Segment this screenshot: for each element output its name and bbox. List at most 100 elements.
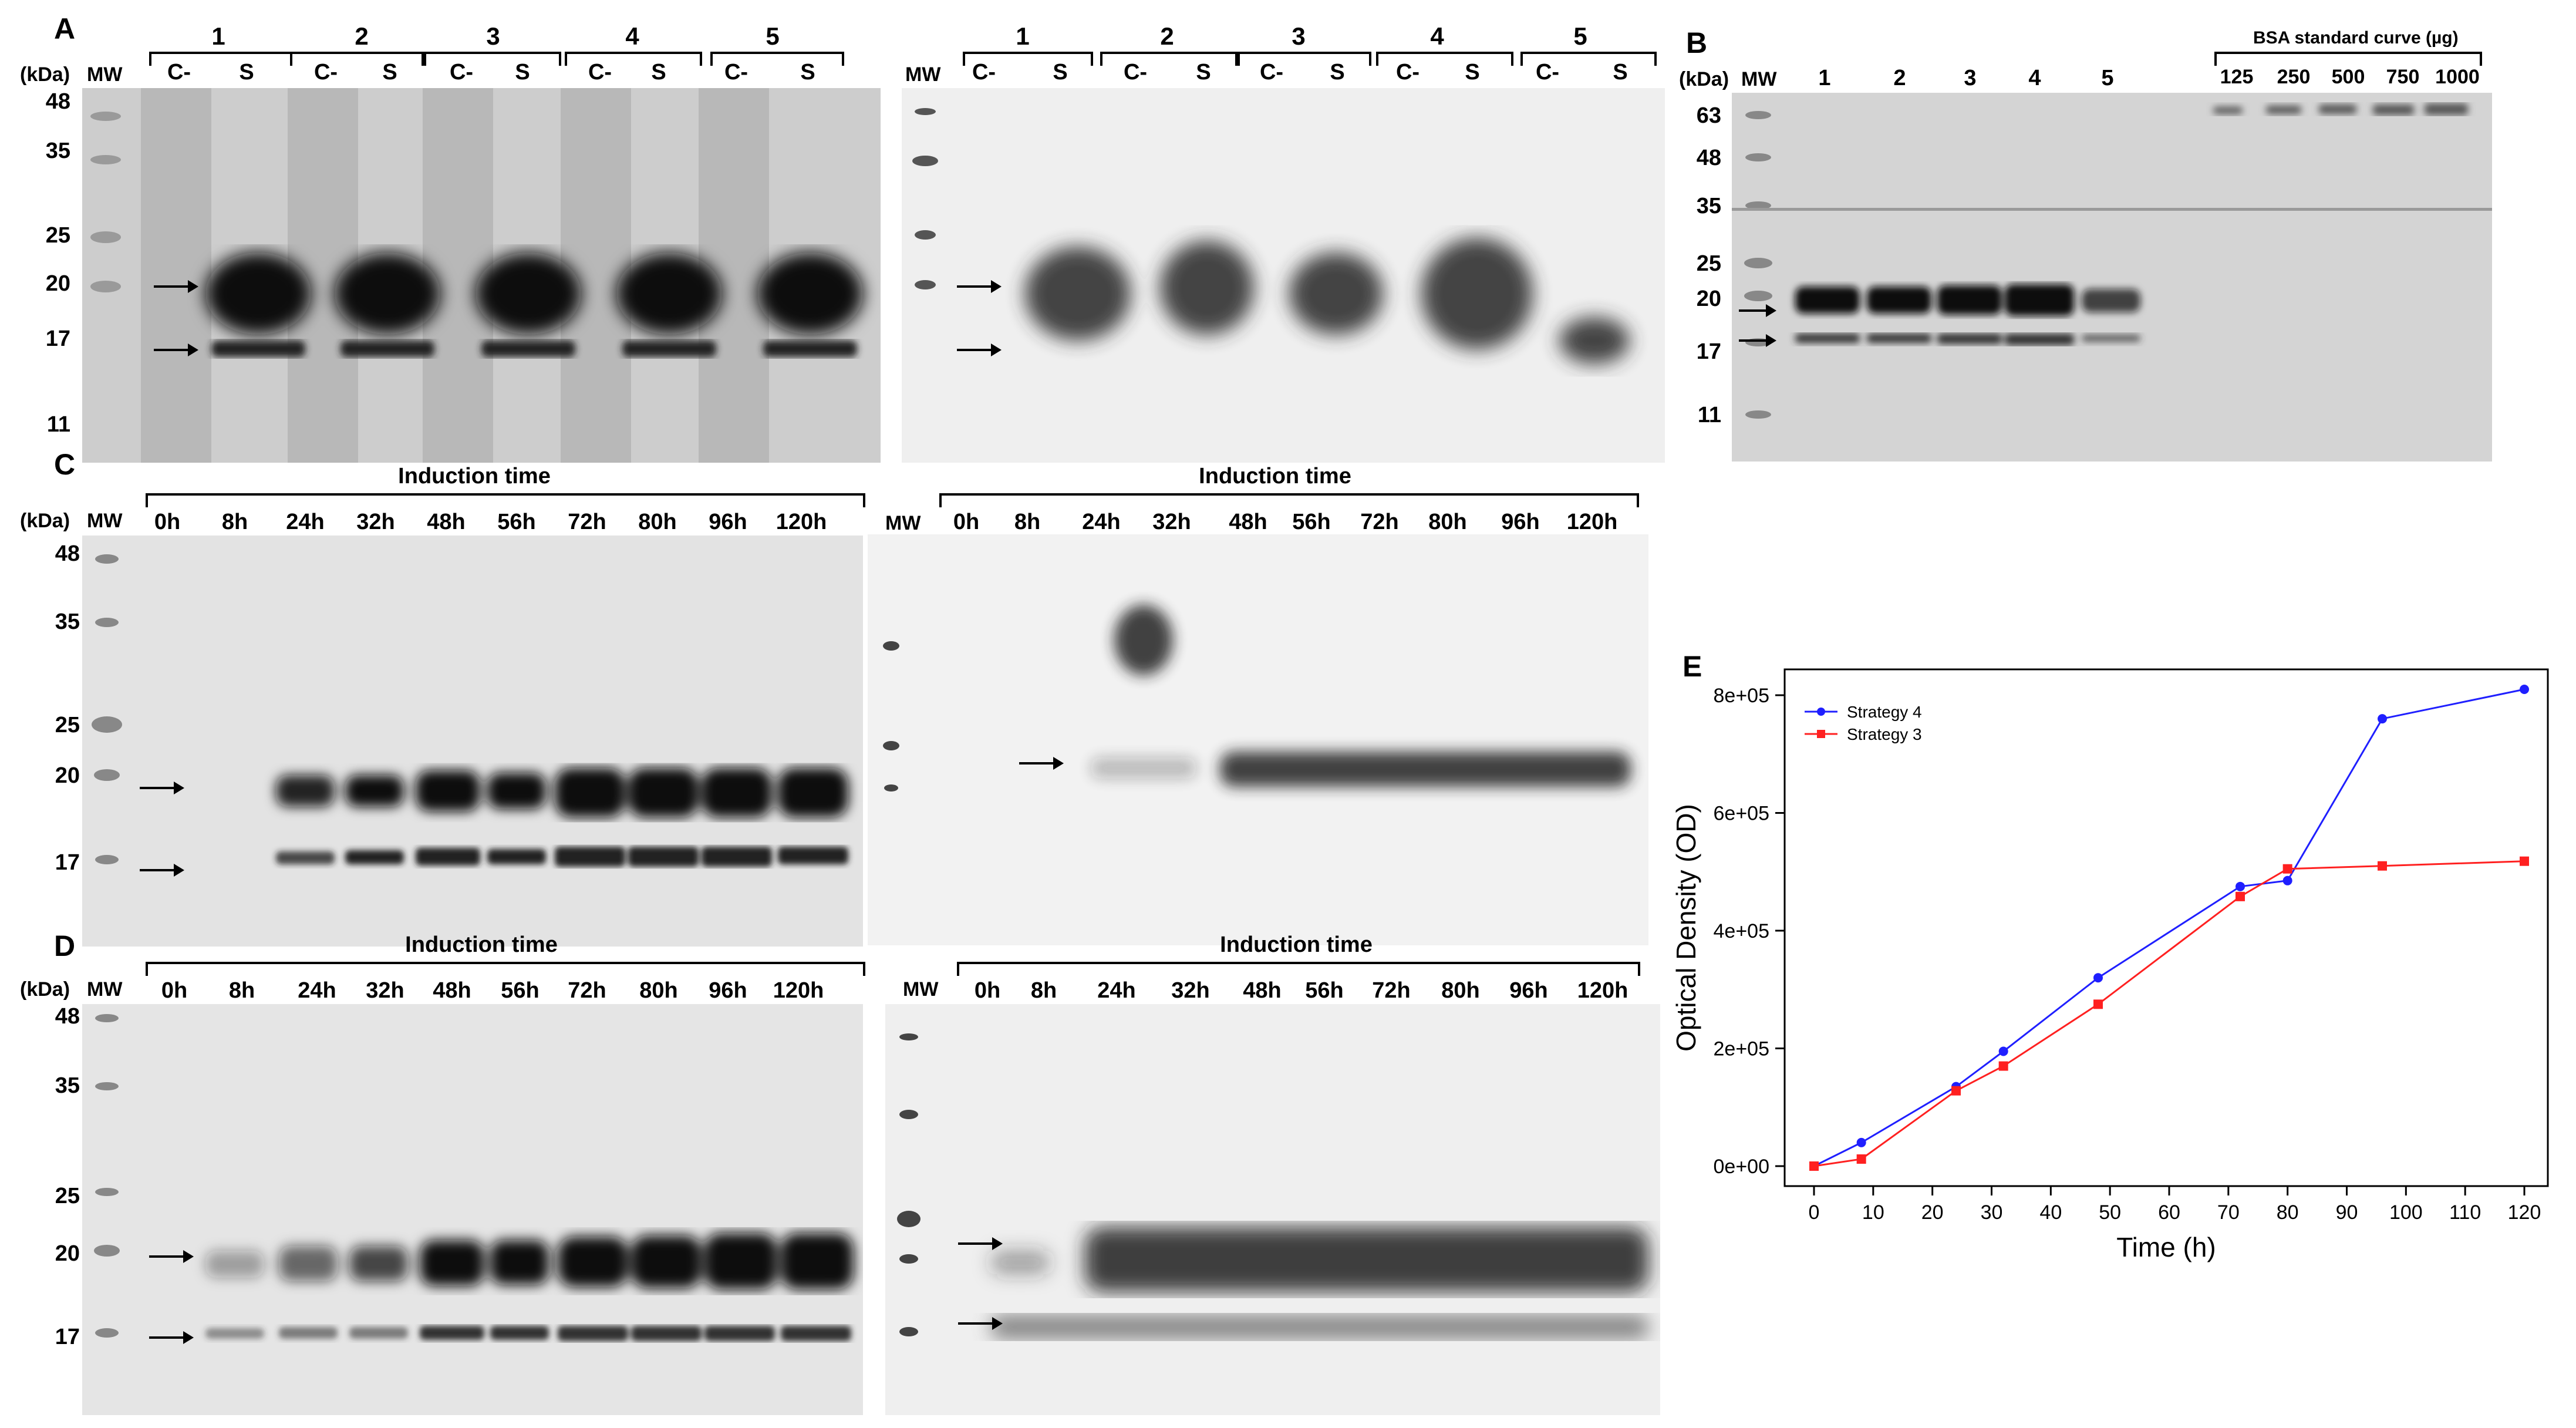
timepoint-72h: 72h bbox=[1360, 510, 1399, 534]
mw-label-a2: MW bbox=[905, 63, 941, 86]
bsa-500: 500 bbox=[2331, 66, 2365, 88]
group-2-label-a2: 2 bbox=[1160, 22, 1174, 50]
timepoint-0h: 0h bbox=[953, 510, 980, 534]
timepoint-8h: 8h bbox=[1030, 978, 1057, 1003]
lane-s-2: S bbox=[382, 60, 397, 85]
arrow-c-17 bbox=[140, 864, 184, 877]
timepoint-8h: 8h bbox=[228, 978, 255, 1003]
x-tick-label: 70 bbox=[2217, 1201, 2240, 1224]
y-tick-label: 2e+05 bbox=[1714, 1038, 1770, 1060]
induction-bracket-d1 bbox=[146, 962, 865, 976]
timepoint-56h: 56h bbox=[1305, 978, 1344, 1003]
lane-s-1-a2: S bbox=[1053, 60, 1068, 85]
induction-bracket-d2 bbox=[957, 962, 1640, 976]
data-point bbox=[1998, 1046, 2008, 1056]
x-tick-label: 0 bbox=[1809, 1201, 1820, 1224]
arrow-d2-17 bbox=[958, 1317, 1003, 1330]
group-5-label-a2: 5 bbox=[1573, 22, 1587, 50]
group-1-label-a1: 1 bbox=[211, 22, 225, 50]
mw-marker-63-b: 63 bbox=[1696, 103, 1721, 128]
y-tick-label: 8e+05 bbox=[1714, 685, 1770, 707]
timepoint-48h: 48h bbox=[433, 978, 471, 1003]
lane-s-4-a2: S bbox=[1465, 60, 1480, 85]
x-tick-label: 80 bbox=[2277, 1201, 2299, 1224]
kda-label-d: (kDa) bbox=[20, 978, 70, 1001]
timepoint-48h: 48h bbox=[427, 510, 466, 534]
lane-c-neg-5: C- bbox=[724, 60, 748, 85]
lane-s-1: S bbox=[239, 60, 254, 85]
mw-marker-17-a: 17 bbox=[45, 326, 70, 351]
arrow-b-17 bbox=[1739, 334, 1776, 347]
arrow-d-20 bbox=[149, 1250, 194, 1263]
bracket-3-a1 bbox=[424, 52, 561, 66]
panel-c-label: C bbox=[54, 448, 76, 481]
timepoint-24h: 24h bbox=[286, 510, 325, 534]
lane-c-neg-1-a2: C- bbox=[972, 60, 996, 85]
lane-c-neg-4: C- bbox=[588, 60, 612, 85]
group-4-label-a2: 4 bbox=[1430, 22, 1444, 50]
bsa-750: 750 bbox=[2386, 66, 2420, 88]
data-point bbox=[2282, 864, 2292, 874]
bsa-250: 250 bbox=[2277, 66, 2311, 88]
mw-marker-35-c: 35 bbox=[55, 609, 80, 634]
timepoint-96h: 96h bbox=[709, 510, 747, 534]
group-4-label-a1: 4 bbox=[625, 22, 639, 50]
timepoint-56h: 56h bbox=[497, 510, 536, 534]
data-point bbox=[2520, 684, 2529, 694]
x-tick-label: 20 bbox=[1921, 1201, 1944, 1224]
legend-marker bbox=[1817, 708, 1825, 716]
mw-marker-20-d: 20 bbox=[55, 1241, 80, 1266]
group-5-label-a1: 5 bbox=[766, 22, 780, 50]
bsa-bracket bbox=[2214, 52, 2482, 66]
x-tick-label: 110 bbox=[2449, 1201, 2481, 1224]
mw-marker-25-d: 25 bbox=[55, 1184, 80, 1208]
group-3-label-a2: 3 bbox=[1292, 22, 1306, 50]
timepoint-120h: 120h bbox=[1566, 510, 1618, 534]
kda-label-a: (kDa) bbox=[20, 63, 70, 86]
data-point bbox=[1856, 1137, 1866, 1147]
timepoint-48h: 48h bbox=[1229, 510, 1267, 534]
x-tick-label: 120 bbox=[2508, 1201, 2541, 1224]
mw-marker-48-d: 48 bbox=[55, 1004, 80, 1029]
bracket-3-a2 bbox=[1238, 52, 1371, 66]
data-point bbox=[1998, 1061, 2008, 1071]
bsa-title: BSA standard curve (µg) bbox=[2253, 28, 2459, 48]
lane-c-neg-3: C- bbox=[449, 60, 474, 85]
timepoint-56h: 56h bbox=[1292, 510, 1331, 534]
timepoint-120h: 120h bbox=[1577, 978, 1628, 1003]
group-1-label-a2: 1 bbox=[1016, 22, 1030, 50]
mw-marker-25-b: 25 bbox=[1696, 251, 1721, 276]
timepoint-96h: 96h bbox=[709, 978, 747, 1003]
mw-label-b: MW bbox=[1741, 68, 1777, 90]
mw-marker-20-a: 20 bbox=[45, 271, 70, 296]
arrow-a2-17 bbox=[957, 343, 1002, 356]
timepoint-8h: 8h bbox=[1014, 510, 1041, 534]
mw-marker-25-a: 25 bbox=[45, 223, 70, 248]
mw-marker-20-b: 20 bbox=[1696, 287, 1721, 311]
timepoint-0h: 0h bbox=[974, 978, 1001, 1003]
mw-marker-20-c: 20 bbox=[55, 763, 80, 788]
gel-c-western bbox=[868, 534, 1648, 945]
data-point bbox=[2093, 973, 2103, 983]
mw-marker-48-a: 48 bbox=[45, 89, 70, 114]
plot-frame bbox=[1783, 668, 2549, 1187]
mw-label-c: MW bbox=[87, 510, 123, 532]
data-point bbox=[1809, 1161, 1819, 1171]
bsa-1000: 1000 bbox=[2435, 66, 2480, 88]
lane-c-neg-5-a2: C- bbox=[1535, 60, 1560, 85]
timepoint-32h: 32h bbox=[366, 978, 404, 1003]
x-tick-label: 10 bbox=[1862, 1201, 1884, 1224]
mw-marker-17-c: 17 bbox=[55, 850, 80, 875]
panel-b-label: B bbox=[1686, 26, 1708, 59]
timepoint-96h: 96h bbox=[1509, 978, 1548, 1003]
group-3-label-a1: 3 bbox=[486, 22, 500, 50]
timepoint-24h: 24h bbox=[1082, 510, 1121, 534]
bracket-1-a2 bbox=[963, 52, 1093, 66]
bracket-2-a2 bbox=[1100, 52, 1238, 66]
lane-s-5-a2: S bbox=[1613, 60, 1628, 85]
timepoint-96h: 96h bbox=[1501, 510, 1540, 534]
kda-label-c: (kDa) bbox=[20, 510, 70, 532]
lane-s-2-a2: S bbox=[1196, 60, 1211, 85]
mw-label-d2: MW bbox=[903, 978, 939, 1001]
data-point bbox=[2378, 861, 2387, 871]
